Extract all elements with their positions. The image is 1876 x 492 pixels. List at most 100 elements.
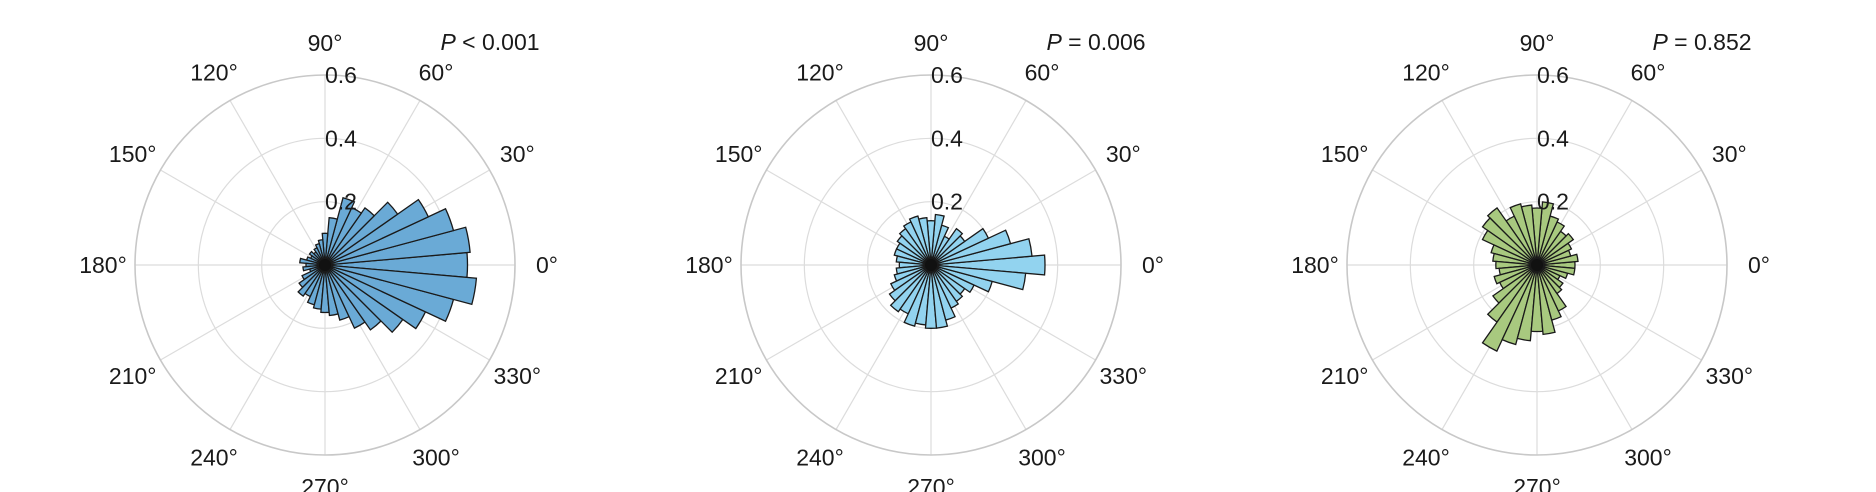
grid-circle bbox=[1409, 137, 1665, 393]
angle-tick-label: 300° bbox=[412, 444, 460, 470]
rose-bar bbox=[324, 196, 356, 266]
rose-bar bbox=[324, 207, 455, 266]
angle-tick-label: 90° bbox=[1520, 30, 1555, 56]
grid-spoke bbox=[160, 169, 326, 266]
rose-bar bbox=[321, 232, 329, 266]
polar-panel-2: 0.2 0.4 0.6 0° 30° 60° 90° 120° 150° 180° 210° 240°… bbox=[685, 29, 1164, 492]
angle-tick-label: 300° bbox=[1624, 444, 1672, 470]
angle-tick-label: 0° bbox=[536, 252, 558, 278]
rose-bar bbox=[324, 264, 478, 306]
rose-bar bbox=[297, 264, 326, 298]
radial-tick-label: 0.2 bbox=[931, 189, 963, 215]
rose-bar bbox=[895, 255, 932, 266]
angle-tick-label: 150° bbox=[715, 141, 763, 167]
radial-tick-label: 0.2 bbox=[1537, 189, 1569, 215]
grid-spoke bbox=[160, 264, 326, 361]
angle-tick-label: 120° bbox=[796, 60, 844, 86]
outer-circle bbox=[740, 74, 1122, 456]
angle-tick-label: 120° bbox=[1402, 60, 1450, 86]
radial-tick-label: 0.4 bbox=[931, 125, 963, 151]
rose-bar bbox=[299, 257, 326, 266]
outer-circle bbox=[134, 74, 516, 456]
rose-bar bbox=[1501, 264, 1538, 346]
p-symbol: P bbox=[440, 29, 456, 55]
angle-tick-label: 30° bbox=[1106, 141, 1141, 167]
rose-bar bbox=[1481, 217, 1538, 266]
angle-tick-label: 270° bbox=[1513, 474, 1561, 492]
angle-tick-label: 150° bbox=[109, 141, 157, 167]
angle-tick-label: 240° bbox=[190, 444, 238, 470]
angle-tick-label: 180° bbox=[1291, 252, 1339, 278]
rose-bar bbox=[1481, 229, 1538, 266]
angle-tick-label: 330° bbox=[1706, 363, 1754, 389]
p-value-annotation: P = 0.852 bbox=[1652, 29, 1751, 55]
outer-circle bbox=[1346, 74, 1728, 456]
angle-tick-label: 180° bbox=[79, 252, 127, 278]
rose-bar bbox=[903, 264, 932, 327]
rose-bar bbox=[324, 198, 430, 266]
rose-bar bbox=[1536, 264, 1576, 276]
p-value-text: < 0.001 bbox=[456, 29, 540, 55]
angle-tick-label: 210° bbox=[1321, 363, 1369, 389]
rose-bar bbox=[930, 227, 964, 266]
center-dot bbox=[319, 259, 331, 271]
radial-tick-label: 0.2 bbox=[325, 189, 357, 215]
rose-bar bbox=[1490, 244, 1538, 266]
p-symbol: P bbox=[1046, 29, 1062, 55]
angle-tick-label: 330° bbox=[494, 363, 542, 389]
p-value-text: = 0.006 bbox=[1062, 29, 1146, 55]
rose-bar bbox=[324, 207, 376, 266]
angle-tick-label: 150° bbox=[1321, 141, 1369, 167]
polar-panel-1: 0.2 0.4 0.6 0° 30° 60° 90° 120° 150° 180° 210° 240°… bbox=[79, 29, 558, 492]
p-symbol: P bbox=[1652, 29, 1668, 55]
rose-bar bbox=[930, 254, 1046, 276]
rose-bar bbox=[324, 201, 399, 266]
radial-tick-label: 0.6 bbox=[931, 62, 963, 88]
rose-bar bbox=[324, 216, 339, 266]
grid-spoke bbox=[229, 100, 326, 266]
angle-tick-label: 240° bbox=[1402, 444, 1450, 470]
angle-tick-label: 300° bbox=[1018, 444, 1066, 470]
rose-bar bbox=[1481, 264, 1538, 352]
rose-bar bbox=[889, 264, 932, 313]
angle-tick-label: 60° bbox=[1025, 60, 1060, 86]
radial-tick-label: 0.6 bbox=[325, 62, 357, 88]
p-value-text: = 0.852 bbox=[1668, 29, 1752, 55]
angle-tick-label: 60° bbox=[1631, 60, 1666, 86]
grid-spoke bbox=[1536, 264, 1702, 361]
rose-bar bbox=[1536, 264, 1563, 295]
rose-bar bbox=[893, 248, 932, 266]
angle-tick-label: 210° bbox=[109, 363, 157, 389]
angle-tick-label: 180° bbox=[685, 252, 733, 278]
angle-tick-label: 120° bbox=[190, 60, 238, 86]
angle-tick-label: 30° bbox=[1712, 141, 1747, 167]
angle-tick-label: 0° bbox=[1748, 252, 1770, 278]
angle-tick-label: 240° bbox=[796, 444, 844, 470]
p-value-annotation: P = 0.006 bbox=[1046, 29, 1145, 55]
p-value-annotation: P < 0.001 bbox=[440, 29, 539, 55]
angle-tick-label: 0° bbox=[1142, 252, 1164, 278]
angle-tick-label: 330° bbox=[1100, 363, 1148, 389]
rose-bar bbox=[1495, 260, 1538, 270]
angle-tick-label: 210° bbox=[715, 363, 763, 389]
grid-circle bbox=[803, 137, 1059, 393]
rose-bar bbox=[930, 227, 990, 266]
polar-panel-3: 0.2 0.4 0.6 0° 30° 60° 90° 120° 150° 180° 210° 240°… bbox=[1291, 29, 1770, 492]
angle-tick-label: 270° bbox=[907, 474, 955, 492]
rose-bar bbox=[1536, 232, 1575, 266]
angle-tick-label: 90° bbox=[914, 30, 949, 56]
center-dot bbox=[925, 259, 937, 271]
angle-tick-label: 30° bbox=[500, 141, 535, 167]
rose-bar bbox=[896, 234, 932, 266]
rose-bar bbox=[1516, 264, 1538, 342]
rose-bar bbox=[1492, 252, 1538, 266]
rose-bar bbox=[1536, 201, 1555, 266]
rose-bar bbox=[930, 213, 945, 266]
angle-tick-label: 270° bbox=[301, 474, 349, 492]
rose-bar bbox=[1536, 264, 1564, 289]
angle-tick-label: 90° bbox=[308, 30, 343, 56]
rose-bar bbox=[898, 227, 932, 266]
center-dot bbox=[1531, 259, 1543, 271]
rose-bar bbox=[930, 264, 964, 303]
